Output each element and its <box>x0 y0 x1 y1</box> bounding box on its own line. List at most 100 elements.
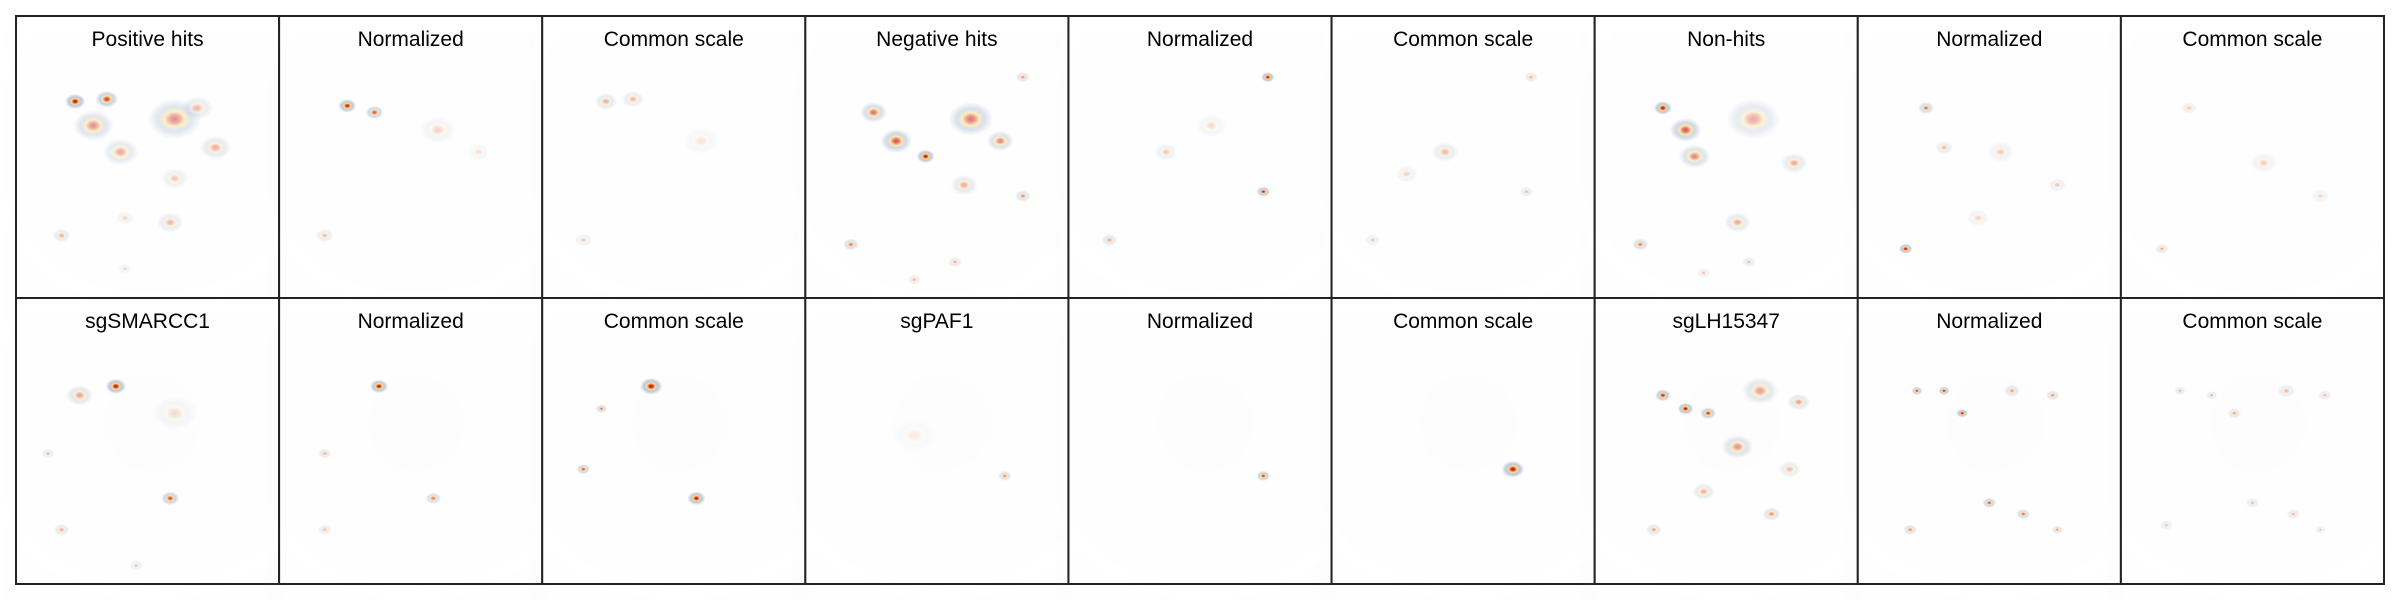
density-hotspot <box>1653 101 1672 115</box>
density-hotspot <box>891 418 937 453</box>
density-hotspot <box>1645 523 1662 536</box>
density-hotspot <box>948 256 962 268</box>
panel-7: Non-hits <box>1593 15 1859 299</box>
density-hotspot <box>1261 72 1275 83</box>
density-hotspot <box>1678 144 1711 169</box>
panel-background <box>2120 16 2384 298</box>
panel-background <box>1068 298 1332 584</box>
panel-title: Normalized <box>1936 310 2042 333</box>
density-hotspot <box>1016 72 1030 83</box>
panel-16: sgLH15347 <box>1593 297 1859 585</box>
density-hotspot <box>595 404 608 413</box>
panel-5: Normalized <box>1067 15 1333 299</box>
panel-14: Normalized <box>1067 297 1333 585</box>
density-hotspot <box>338 99 357 113</box>
density-hotspot <box>997 470 1012 482</box>
density-hotspot <box>2318 390 2332 401</box>
density-hotspot <box>2277 384 2296 398</box>
embedding-background <box>1885 72 2085 278</box>
panel-background <box>1594 16 1858 298</box>
panel-background <box>542 16 806 298</box>
panel-9: Common scale <box>2119 15 2386 299</box>
density-hotspot <box>161 491 180 506</box>
density-hotspot <box>1911 386 1923 396</box>
density-hotspot <box>1935 140 1954 155</box>
density-hotspot <box>1742 256 1756 268</box>
density-hotspot <box>1966 209 1990 227</box>
density-hotspot <box>369 379 389 394</box>
density-hotspot <box>52 228 71 243</box>
panel-title: Normalized <box>358 28 464 51</box>
density-hotspot <box>1982 497 1997 508</box>
density-hotspot <box>1669 118 1702 142</box>
panel-title: Common scale <box>1393 28 1533 51</box>
density-hotspot <box>859 102 888 123</box>
density-hotspot <box>419 116 456 144</box>
density-hotspot <box>2159 520 2174 531</box>
density-hotspot <box>1195 113 1228 138</box>
embedding-background <box>1095 354 1296 564</box>
panel-title: Common scale <box>604 28 744 51</box>
density-hotspot <box>317 448 332 459</box>
density-hotspot <box>1395 165 1418 183</box>
density-hotspot <box>425 492 442 505</box>
density-hotspot <box>2227 408 2242 419</box>
density-hotspot <box>880 129 912 153</box>
panel-frame <box>2119 297 2386 585</box>
panel-10: sgSMARCC1 <box>15 297 281 585</box>
panel-13: sgPAF1 <box>804 297 1070 585</box>
panel-4: Negative hits <box>804 15 1070 299</box>
density-hotspot <box>1692 483 1715 501</box>
density-hotspot <box>842 238 859 251</box>
density-hotspot <box>66 385 94 406</box>
embedding-background <box>2148 354 2348 564</box>
density-hotspot <box>102 138 139 166</box>
density-hotspot <box>161 168 189 189</box>
density-hotspot <box>129 560 144 571</box>
density-hotspot <box>907 274 922 285</box>
density-hotspot <box>2286 508 2300 520</box>
panel-3: Common scale <box>541 15 807 299</box>
density-hotspot <box>1677 402 1694 415</box>
embedding-background <box>1885 354 2085 564</box>
panel-11: Normalized <box>278 297 544 585</box>
density-hotspot <box>2245 497 2260 508</box>
density-hotspot <box>365 105 384 120</box>
panel-background <box>805 16 1069 298</box>
density-hotspot <box>105 378 127 394</box>
density-hotspot <box>1519 186 1534 197</box>
density-hotspot <box>2181 102 2198 114</box>
density-hotspot <box>2016 508 2031 520</box>
density-hotspot <box>1696 267 1711 279</box>
embedding-background <box>2148 72 2348 278</box>
panel-background <box>542 298 806 584</box>
density-hotspot <box>2051 525 2063 534</box>
density-hotspot <box>199 135 232 160</box>
panel-18: Common scale <box>2119 297 2386 585</box>
panel-background <box>1331 16 1595 298</box>
density-hotspot <box>64 93 86 110</box>
density-hotspot <box>2045 390 2060 401</box>
panel-title: sgPAF1 <box>900 310 973 333</box>
density-hotspot <box>576 464 591 475</box>
panel-background <box>1068 16 1332 298</box>
panel-background <box>279 298 543 584</box>
panel-1: Positive hits <box>15 15 281 299</box>
density-hotspot <box>2250 152 2278 174</box>
embedding-background <box>1095 72 1296 278</box>
density-hotspot <box>1256 470 1271 482</box>
density-hotspot <box>1918 102 1934 114</box>
density-hotspot <box>1898 243 1913 254</box>
density-hotspot <box>2311 189 2330 203</box>
density-hotspot <box>317 524 332 535</box>
density-hotspot <box>1654 389 1671 402</box>
density-hotspot <box>1014 190 1031 202</box>
density-hotspot <box>1780 152 1808 174</box>
panel-8: Normalized <box>1856 15 2122 299</box>
panel-background <box>279 16 543 298</box>
embedding-background <box>569 354 769 564</box>
density-hotspot <box>1723 212 1752 233</box>
density-hotspot <box>2048 178 2067 192</box>
density-hotspot <box>72 110 114 141</box>
